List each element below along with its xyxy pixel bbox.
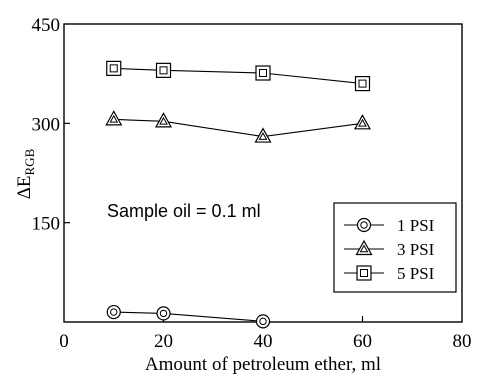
legend-label: 1 PSI xyxy=(397,216,435,235)
data-point xyxy=(156,306,171,321)
data-point xyxy=(255,65,271,81)
x-tick-label: 40 xyxy=(254,331,273,352)
legend-marker xyxy=(356,265,372,281)
data-point xyxy=(353,114,372,130)
y-axis-label-subscript: RGB xyxy=(22,148,37,175)
legend-label: 5 PSI xyxy=(397,264,435,283)
legend-marker xyxy=(356,217,372,233)
data-series xyxy=(105,60,372,329)
y-axis-label: ΔERGB xyxy=(14,148,37,199)
x-axis-label: Amount of petroleum ether, ml xyxy=(145,354,381,375)
series-line-1 xyxy=(113,311,264,322)
y-tick-label: 450 xyxy=(32,15,61,36)
data-point xyxy=(105,110,123,126)
y-tick-label: 300 xyxy=(32,114,61,135)
data-point xyxy=(155,62,172,78)
legend-box xyxy=(333,202,457,293)
axis-ticks: 0 20 40 60 80 150 300 450 xyxy=(32,15,472,352)
x-tick-label: 20 xyxy=(154,331,173,352)
series-line-2 xyxy=(113,118,363,138)
legend: 1 PSI 3 PSI 5 PSI xyxy=(333,202,457,293)
data-point xyxy=(106,60,122,76)
x-tick-label: 0 xyxy=(59,331,69,352)
annotation-text: Sample oil = 0.1 ml xyxy=(107,201,261,221)
data-point xyxy=(154,112,173,128)
legend-marker xyxy=(355,239,373,256)
data-point xyxy=(255,314,271,329)
data-point xyxy=(354,75,371,92)
data-point xyxy=(106,304,121,320)
y-axis-label-main: ΔE xyxy=(14,175,35,199)
data-point xyxy=(254,127,272,143)
legend-label: 3 PSI xyxy=(397,240,435,259)
series-line-3 xyxy=(113,67,363,85)
legend-items: 1 PSI 3 PSI 5 PSI xyxy=(344,216,435,283)
x-tick-label: 80 xyxy=(453,331,472,352)
y-tick-label: 150 xyxy=(32,214,61,235)
x-tick-label: 60 xyxy=(353,331,372,352)
